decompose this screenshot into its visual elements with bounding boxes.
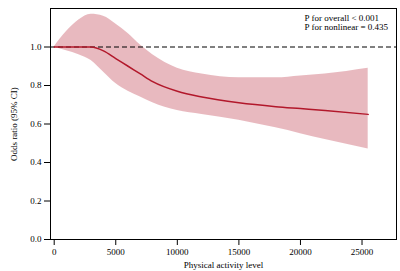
svg-text:15000: 15000 [228,247,251,257]
svg-text:Physical activity level: Physical activity level [184,260,264,270]
svg-text:0.6: 0.6 [30,119,42,129]
svg-text:0: 0 [52,247,57,257]
svg-text:20000: 20000 [289,247,312,257]
svg-text:P for overall < 0.001P for non: P for overall < 0.001P for nonlinear = 0… [305,13,389,32]
svg-text:10000: 10000 [166,247,189,257]
svg-text:0.8: 0.8 [30,80,42,90]
svg-text:1.0: 1.0 [30,42,42,52]
svg-text:5000: 5000 [107,247,126,257]
svg-text:0.0: 0.0 [30,234,42,244]
svg-text:0.2: 0.2 [30,196,41,206]
svg-text:0.4: 0.4 [30,157,42,167]
svg-text:25000: 25000 [351,247,374,257]
svg-text:Odds ratio (95% CI): Odds ratio (95% CI) [9,87,19,161]
